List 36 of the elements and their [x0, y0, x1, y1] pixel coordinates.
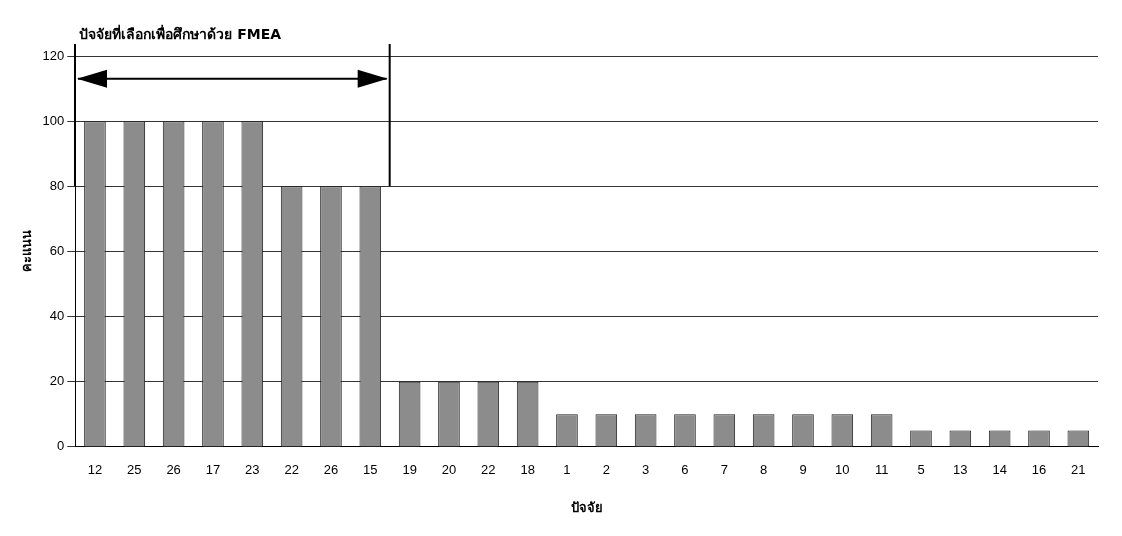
x-tick-label: 3	[642, 462, 650, 478]
y-axis-title: คะแนน	[19, 230, 35, 273]
x-tick-label: 23	[245, 462, 260, 478]
x-tick-label: 26	[166, 462, 181, 478]
x-tick-label: 22	[284, 462, 299, 478]
y-tick-label: 120	[42, 47, 65, 63]
x-axis-title: ปัจจัย	[570, 499, 603, 515]
x-tick-label: 25	[127, 462, 142, 478]
x-tick-label: 1	[563, 462, 571, 478]
x-tick-label: 19	[402, 462, 417, 478]
x-tick-label: 6	[681, 462, 689, 478]
x-tick-label: 18	[520, 462, 535, 478]
text: ปัจจัยที่เลือกเพื่อศึกษาด้วย FMEA	[79, 23, 282, 42]
x-tick-label: 13	[953, 462, 968, 478]
x-tick-label: 5	[917, 462, 925, 478]
x-tick-label: 10	[835, 462, 850, 478]
x-tick-label: 20	[441, 462, 457, 478]
x-tick-label: 26	[323, 462, 339, 478]
x-tick-label: 8	[760, 462, 768, 478]
x-tick-label: 14	[992, 462, 1007, 478]
x-tick-label: 12	[87, 462, 103, 478]
y-tick-label: 60	[49, 242, 65, 258]
y-tick-label: 20	[49, 373, 65, 389]
x-tick-label: 21	[1071, 462, 1086, 478]
y-tick-label: 0	[57, 438, 65, 454]
y-tick-label: 100	[42, 112, 65, 128]
x-tick-label: 17	[205, 462, 221, 478]
x-tick-label: 7	[720, 462, 728, 478]
x-tick-label: 22	[481, 462, 496, 478]
x-tick-label: 16	[1031, 462, 1047, 478]
x-tick-label: 11	[874, 462, 889, 478]
y-tick-label: 40	[49, 308, 65, 324]
x-tick-label: 15	[363, 462, 378, 478]
y-tick-label: 80	[49, 177, 65, 193]
x-tick-label: 2	[602, 462, 610, 478]
x-tick-label: 9	[799, 462, 807, 478]
